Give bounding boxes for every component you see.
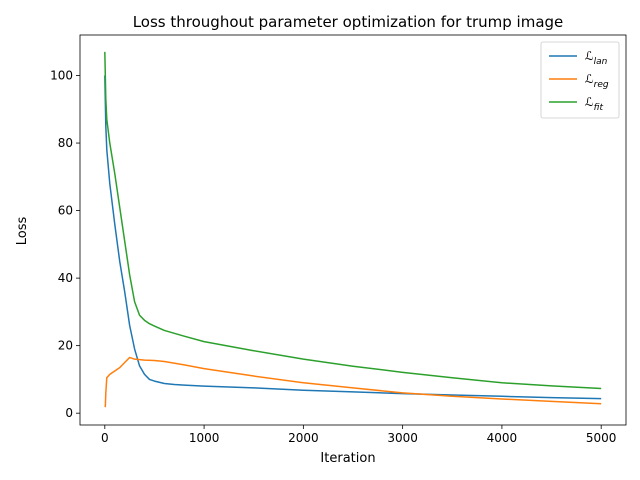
y-tick-label: 100 xyxy=(50,69,73,83)
x-tick-label: 2000 xyxy=(288,431,319,445)
y-tick-label: 40 xyxy=(58,271,73,285)
plot-frame xyxy=(79,34,627,426)
x-axis-label: Iteration xyxy=(320,451,375,466)
y-tick-label: 60 xyxy=(58,204,73,218)
legend-label-fit: ℒfit xyxy=(585,95,603,113)
plot-area xyxy=(79,34,627,426)
x-axis-ticks: 0 1000 2000 3000 4000 5000 xyxy=(101,425,616,445)
x-tick-label: 4000 xyxy=(487,431,518,445)
chart-title: Loss throughout parameter optimization f… xyxy=(133,13,564,31)
legend: ℒlan ℒreg ℒfit xyxy=(540,41,620,119)
y-tick-label: 80 xyxy=(58,136,73,150)
series-line-lan xyxy=(104,75,602,400)
series-line-fit xyxy=(104,51,602,390)
x-tick-label: 5000 xyxy=(586,431,617,445)
y-tick-label: 0 xyxy=(65,406,73,420)
y-axis-label: Loss xyxy=(15,217,30,246)
x-tick-label: 1000 xyxy=(189,431,220,445)
x-tick-label: 3000 xyxy=(387,431,418,445)
legend-label-lan: ℒlan xyxy=(585,49,608,67)
y-axis-ticks: 0 20 40 60 80 100 xyxy=(50,69,80,420)
legend-box xyxy=(540,41,620,119)
y-tick-label: 20 xyxy=(58,339,73,353)
x-tick-label: 0 xyxy=(101,431,109,445)
series-line-reg xyxy=(104,356,602,408)
legend-label-reg: ℒreg xyxy=(585,72,609,90)
